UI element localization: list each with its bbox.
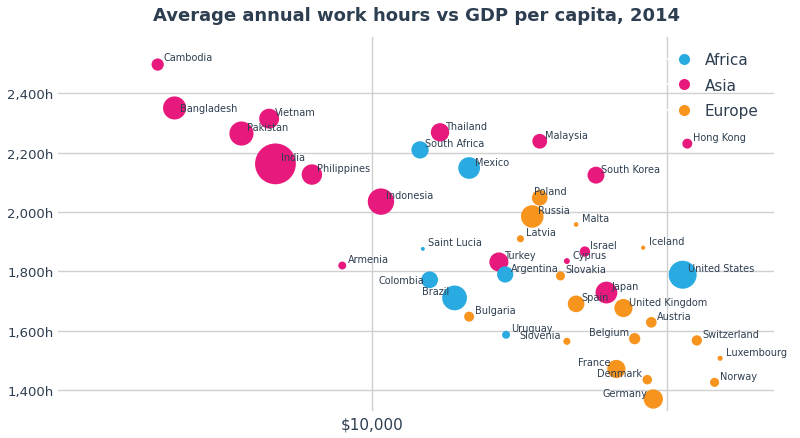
Text: Slovenia: Slovenia [520,330,562,340]
Point [462,314,475,321]
Text: Cyprus: Cyprus [572,250,606,260]
Point [676,272,689,279]
Text: Hong Kong: Hong Kong [693,133,746,143]
Text: Latvia: Latvia [526,228,556,238]
Text: Uruguay: Uruguay [511,324,553,334]
Text: South Africa: South Africa [426,139,485,149]
Point [681,141,694,148]
Text: Colombia: Colombia [378,275,424,285]
Point [526,213,538,220]
Text: Switzerland: Switzerland [702,329,759,339]
Point [637,244,650,251]
Text: South Korea: South Korea [602,164,660,174]
Text: Bangladesh: Bangladesh [180,104,238,114]
Text: Norway: Norway [720,371,757,381]
Point [493,259,506,266]
Point [714,355,726,362]
Point [641,376,654,383]
Point [168,105,181,112]
Point [561,338,574,345]
Text: India: India [281,153,305,163]
Text: Philippines: Philippines [318,164,370,174]
Text: Malta: Malta [582,213,609,223]
Point [235,131,248,138]
Point [423,277,436,284]
Point [448,295,461,302]
Text: Indonesia: Indonesia [386,191,434,201]
Point [561,258,574,265]
Point [462,165,475,172]
Point [610,366,622,373]
Text: United Kingdom: United Kingdom [629,297,707,307]
Point [645,319,658,326]
Point [262,116,275,123]
Point [647,396,660,403]
Text: Brazil: Brazil [422,287,449,297]
Text: Spain: Spain [582,293,609,303]
Text: Iceland: Iceland [649,237,684,247]
Text: Denmark: Denmark [597,368,642,378]
Point [617,305,630,312]
Point [590,172,602,179]
Title: Average annual work hours vs GDP per capita, 2014: Average annual work hours vs GDP per cap… [153,7,680,25]
Point [708,379,721,386]
Text: Turkey: Turkey [504,251,536,261]
Text: Japan: Japan [612,282,639,291]
Legend: Africa, Asia, Europe: Africa, Asia, Europe [661,45,766,127]
Point [534,195,546,202]
Point [374,199,387,206]
Point [600,290,613,297]
Point [570,300,582,307]
Point [269,161,282,168]
Point [578,248,591,255]
Point [500,332,513,339]
Text: Thailand: Thailand [446,122,487,131]
Text: Belgium: Belgium [589,328,629,337]
Text: Vietnam: Vietnam [274,108,315,118]
Point [498,271,511,278]
Text: Armenia: Armenia [348,254,389,265]
Text: Argentina: Argentina [510,263,558,273]
Point [306,172,318,179]
Text: Israel: Israel [590,240,617,251]
Text: France: France [578,358,610,367]
Text: Russia: Russia [538,205,570,215]
Point [690,337,703,344]
Point [417,246,430,253]
Text: Pakistan: Pakistan [247,123,288,133]
Text: Saint Lucia: Saint Lucia [428,238,482,248]
Text: Germany: Germany [603,388,648,398]
Text: Cambodia: Cambodia [163,53,212,63]
Point [151,62,164,69]
Point [514,236,527,243]
Point [628,336,641,343]
Text: Mexico: Mexico [474,157,509,167]
Text: United States: United States [688,264,754,274]
Text: Poland: Poland [534,187,566,197]
Text: Bulgaria: Bulgaria [474,305,515,315]
Point [570,222,582,229]
Point [414,147,426,154]
Text: Luxembourg: Luxembourg [726,347,786,357]
Point [554,273,567,280]
Text: Austria: Austria [657,311,691,321]
Point [336,262,349,269]
Text: Slovakia: Slovakia [566,265,606,275]
Text: Malaysia: Malaysia [545,131,588,141]
Point [534,138,546,145]
Point [434,130,446,137]
